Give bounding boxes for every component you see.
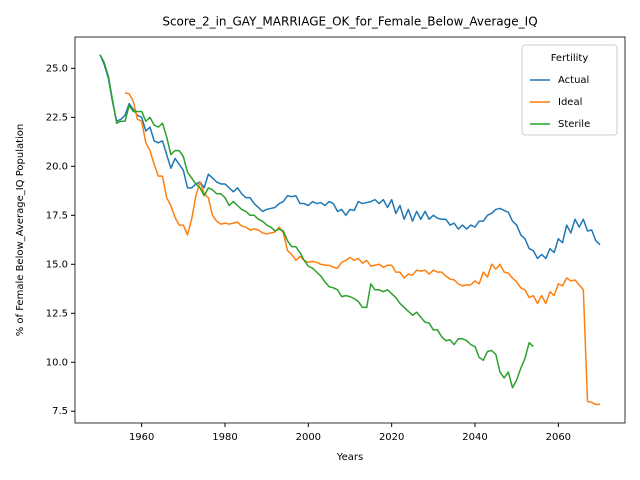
legend-label: Sterile: [558, 119, 590, 130]
y-tick-label: 12.5: [46, 308, 68, 319]
x-tick-label: 2060: [546, 432, 571, 443]
y-tick-label: 17.5: [46, 210, 68, 221]
plot-frame: [74, 36, 626, 424]
y-tick-label: 10.0: [46, 357, 68, 368]
y-tick-label: 7.5: [52, 406, 68, 417]
y-tick-label: 22.5: [46, 112, 68, 123]
line-series: [99, 54, 601, 260]
line-series: [124, 92, 600, 406]
legend-title: Fertility: [551, 53, 589, 64]
legend-box: [521, 44, 618, 136]
x-tick-label: 1980: [212, 432, 237, 443]
x-axis-label: Years: [336, 452, 363, 463]
y-axis-label: % of Female Below_Average_IQ Population: [15, 124, 26, 337]
chart-title: Score_2_in_GAY_MARRIAGE_OK_for_Female_Be…: [162, 15, 537, 29]
x-tick-label: 2000: [296, 432, 321, 443]
y-tick-label: 15.0: [46, 259, 68, 270]
x-tick-label: 2040: [462, 432, 487, 443]
legend-label: Actual: [558, 75, 589, 86]
y-tick-label: 20.0: [46, 161, 68, 172]
legend-label: Ideal: [558, 97, 582, 108]
x-tick-label: 2020: [379, 432, 404, 443]
x-tick-label: 1960: [129, 432, 154, 443]
line-series: [99, 54, 534, 389]
y-tick-label: 25.0: [46, 63, 68, 74]
